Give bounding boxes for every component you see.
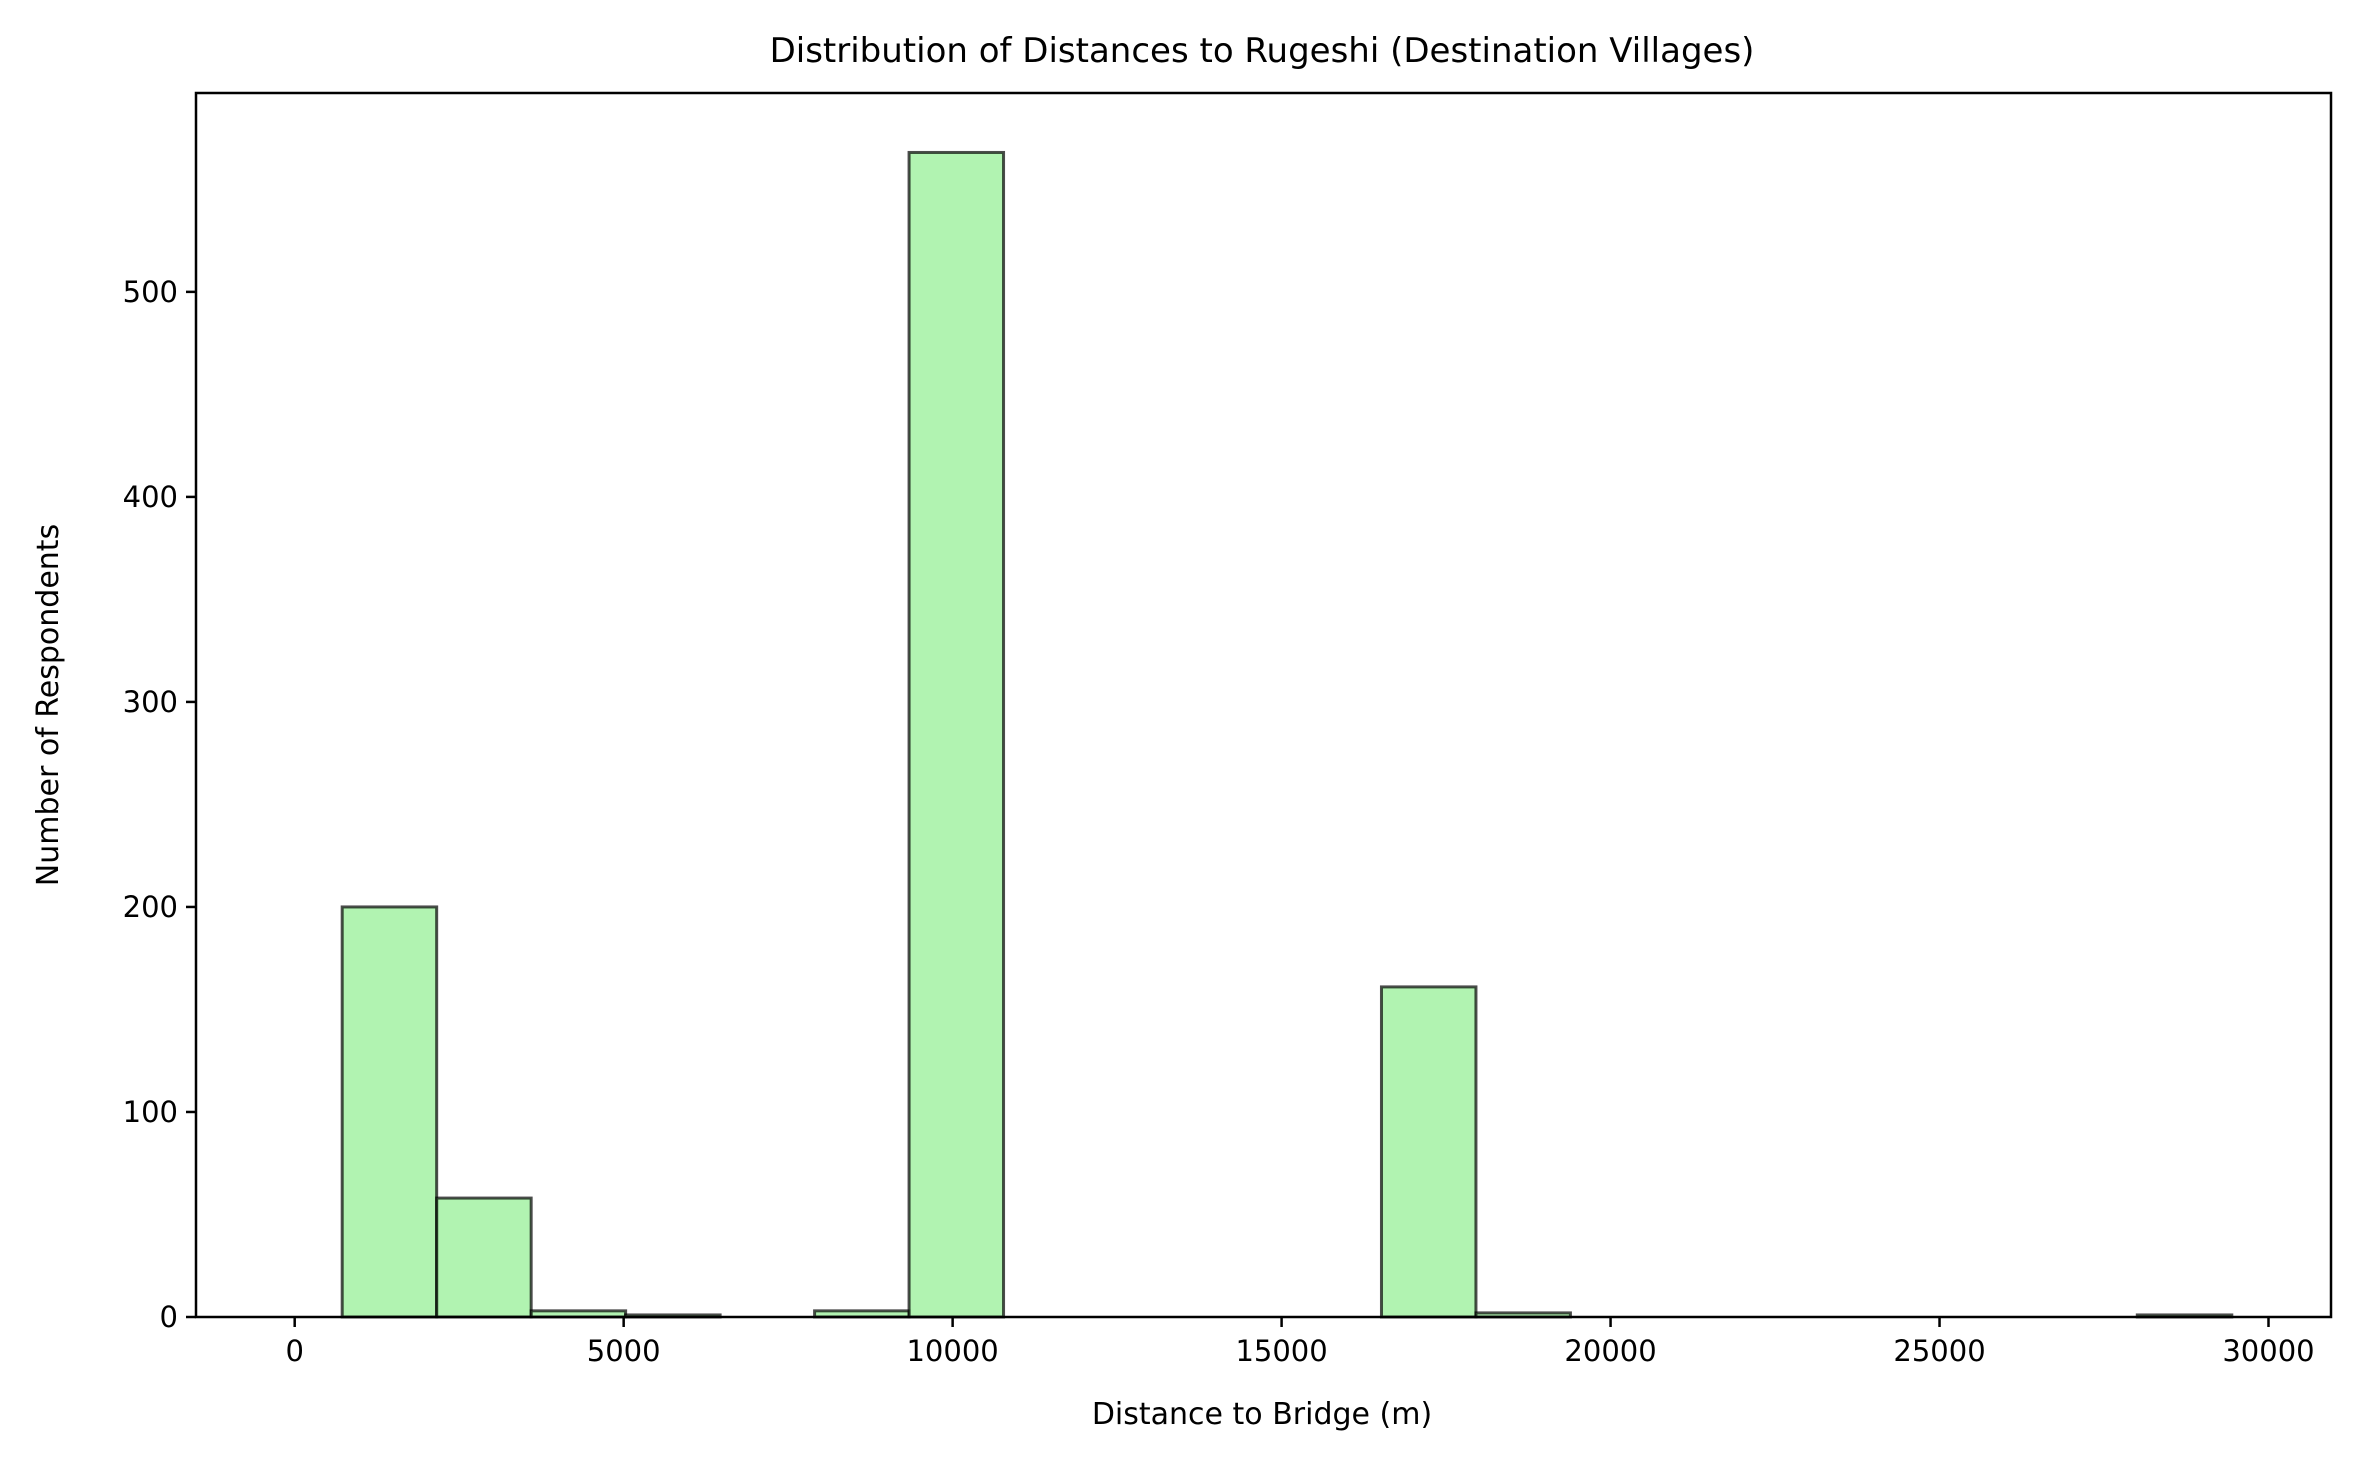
x-tick-label: 10000 [906,1334,998,1368]
x-tick-label: 0 [285,1334,303,1368]
bars [340,150,2234,1319]
chart-title: Distribution of Distances to Rugeshi (De… [770,31,1755,71]
x-tick-label: 5000 [587,1334,661,1368]
y-tick-label: 400 [123,480,178,514]
histogram-bar-6 [907,150,1006,1319]
x-axis-ticks: 0 5000 10000 15000 20000 25000 30000 [285,1317,2315,1368]
y-tick-label: 0 [160,1300,178,1334]
y-axis-ticks: 0 100 200 300 400 500 [123,275,196,1334]
x-tick-label: 20000 [1564,1334,1656,1368]
y-axis-label: Number of Respondents [31,524,66,886]
y-tick-label: 100 [123,1095,178,1129]
x-tick-label: 15000 [1235,1334,1327,1368]
y-tick-label: 500 [123,275,178,309]
y-tick-label: 200 [123,890,178,924]
x-tick-label: 25000 [1893,1334,1985,1368]
histogram-bar-0 [340,905,439,1319]
histogram-bar-1 [435,1196,533,1319]
x-axis-label: Distance to Bridge (m) [1092,1397,1432,1432]
x-tick-label: 30000 [2222,1334,2314,1368]
y-tick-label: 300 [123,685,178,719]
histogram-bar-11 [1379,985,1478,1319]
plot-frame [194,91,2333,1319]
